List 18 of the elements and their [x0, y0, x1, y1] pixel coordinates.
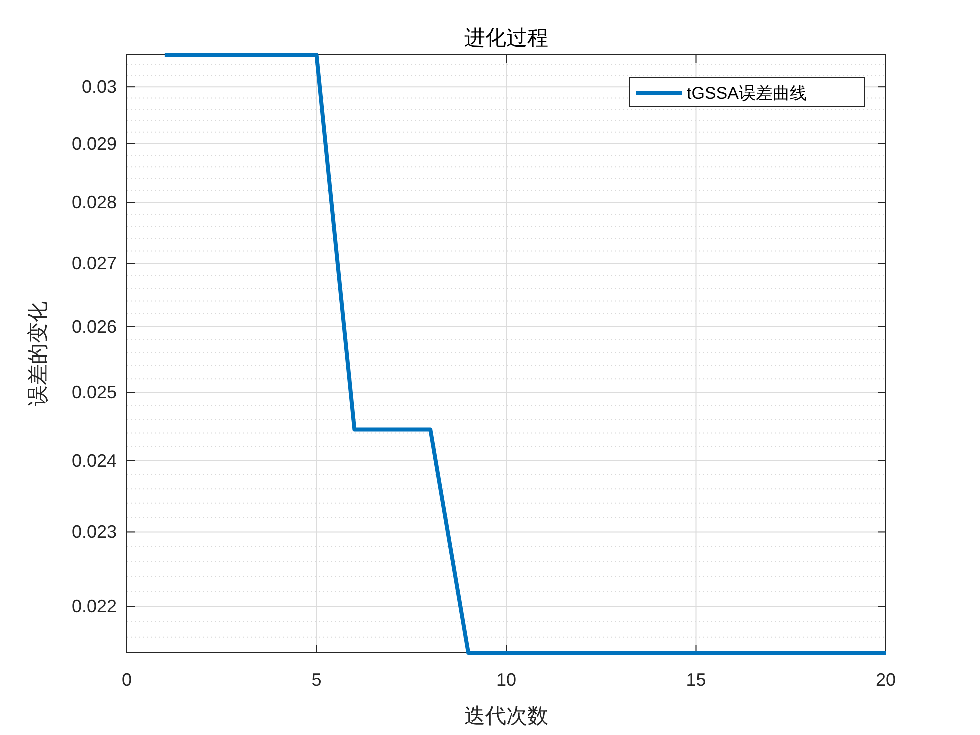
y-tick-label: 0.025: [72, 382, 117, 403]
y-tick-label: 0.027: [72, 254, 117, 274]
legend-label: tGSSA误差曲线: [687, 84, 807, 103]
x-tick-label: 20: [876, 670, 896, 690]
x-tick-label: 0: [122, 670, 132, 690]
y-tick-label: 0.029: [72, 134, 117, 154]
x-tick-label: 15: [686, 670, 706, 690]
y-tick-label: 0.026: [72, 316, 117, 337]
x-axis-title: 迭代次数: [464, 704, 548, 728]
y-tick-label: 0.028: [72, 192, 117, 213]
y-tick-label: 0.024: [72, 450, 117, 471]
y-axis-title: 误差的变化: [26, 302, 50, 406]
y-tick-label: 0.022: [72, 596, 117, 617]
x-tick-label: 10: [496, 670, 517, 690]
y-tick-label: 0.023: [72, 522, 117, 542]
x-tick-label: 5: [312, 670, 322, 690]
chart-title: 进化过程: [464, 26, 548, 50]
y-tick-label: 0.03: [82, 77, 117, 98]
